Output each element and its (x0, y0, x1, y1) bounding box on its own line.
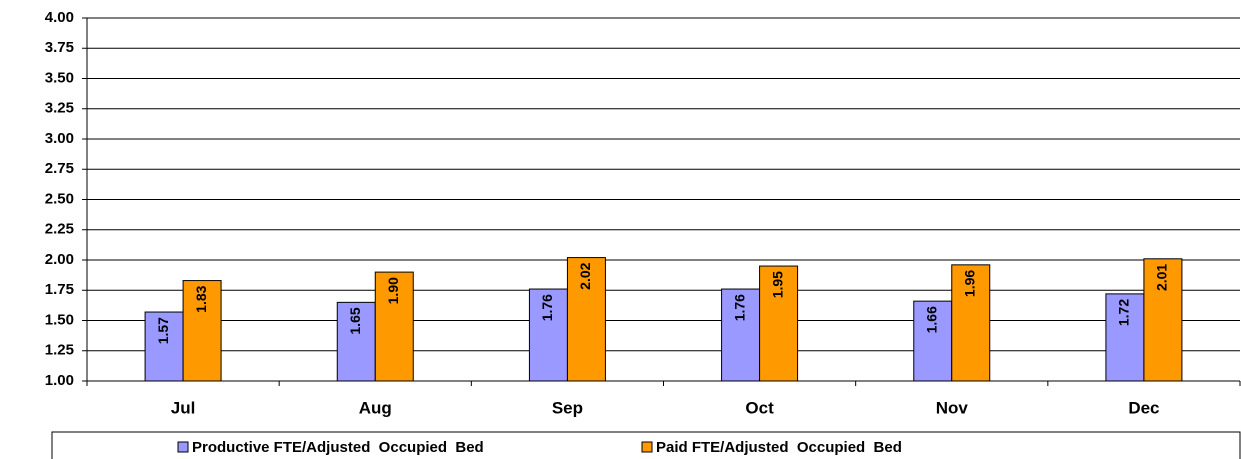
legend-label: Productive FTE/Adjusted Occupied Bed (192, 439, 484, 456)
data-label: 1.72 (1116, 299, 1132, 326)
data-label: 1.90 (385, 277, 401, 304)
bar (1143, 258, 1183, 382)
legend-swatch (641, 441, 653, 453)
y-tick-label: 3.25 (45, 100, 74, 117)
y-tick-label: 2.25 (45, 221, 74, 238)
y-tick-label: 1.50 (45, 311, 74, 328)
bar (336, 301, 376, 382)
bar (374, 271, 414, 382)
data-label: 1.76 (539, 294, 555, 321)
y-tick-label: 2.75 (45, 160, 74, 177)
bar (528, 288, 568, 382)
legend-swatch (177, 441, 189, 453)
bar (951, 264, 991, 382)
data-label: 2.02 (577, 262, 593, 289)
y-tick-label: 3.75 (45, 39, 74, 56)
data-label: 1.95 (769, 271, 785, 298)
data-label: 1.96 (961, 270, 977, 297)
bar (1105, 293, 1145, 382)
bar (721, 288, 761, 382)
y-tick-label: 2.00 (45, 251, 74, 268)
bar (913, 300, 953, 382)
x-tick-label: Sep (552, 398, 583, 417)
data-label: 2.01 (1154, 264, 1170, 291)
data-label: 1.65 (347, 307, 363, 334)
y-tick-label: 4.00 (45, 9, 74, 26)
legend-label: Paid FTE/Adjusted Occupied Bed (656, 439, 902, 456)
y-tick-label: 1.00 (45, 372, 74, 389)
y-tick-label: 1.25 (45, 342, 74, 359)
x-tick-label: Aug (359, 398, 392, 417)
x-tick-label: Nov (936, 398, 969, 417)
bar (182, 280, 222, 382)
y-tick-label: 2.50 (45, 190, 74, 207)
y-tick-label: 1.75 (45, 281, 74, 298)
x-tick-label: Dec (1128, 398, 1159, 417)
bar (566, 257, 606, 382)
y-tick-label: 3.00 (45, 130, 74, 147)
x-tick-label: Jul (171, 398, 196, 417)
data-label: 1.76 (731, 294, 747, 321)
y-tick-label: 3.50 (45, 69, 74, 86)
data-label: 1.83 (193, 285, 209, 312)
bar (144, 311, 184, 382)
bar (759, 265, 799, 382)
data-label: 1.66 (923, 306, 939, 333)
x-tick-label: Oct (745, 398, 774, 417)
data-label: 1.57 (155, 317, 171, 344)
